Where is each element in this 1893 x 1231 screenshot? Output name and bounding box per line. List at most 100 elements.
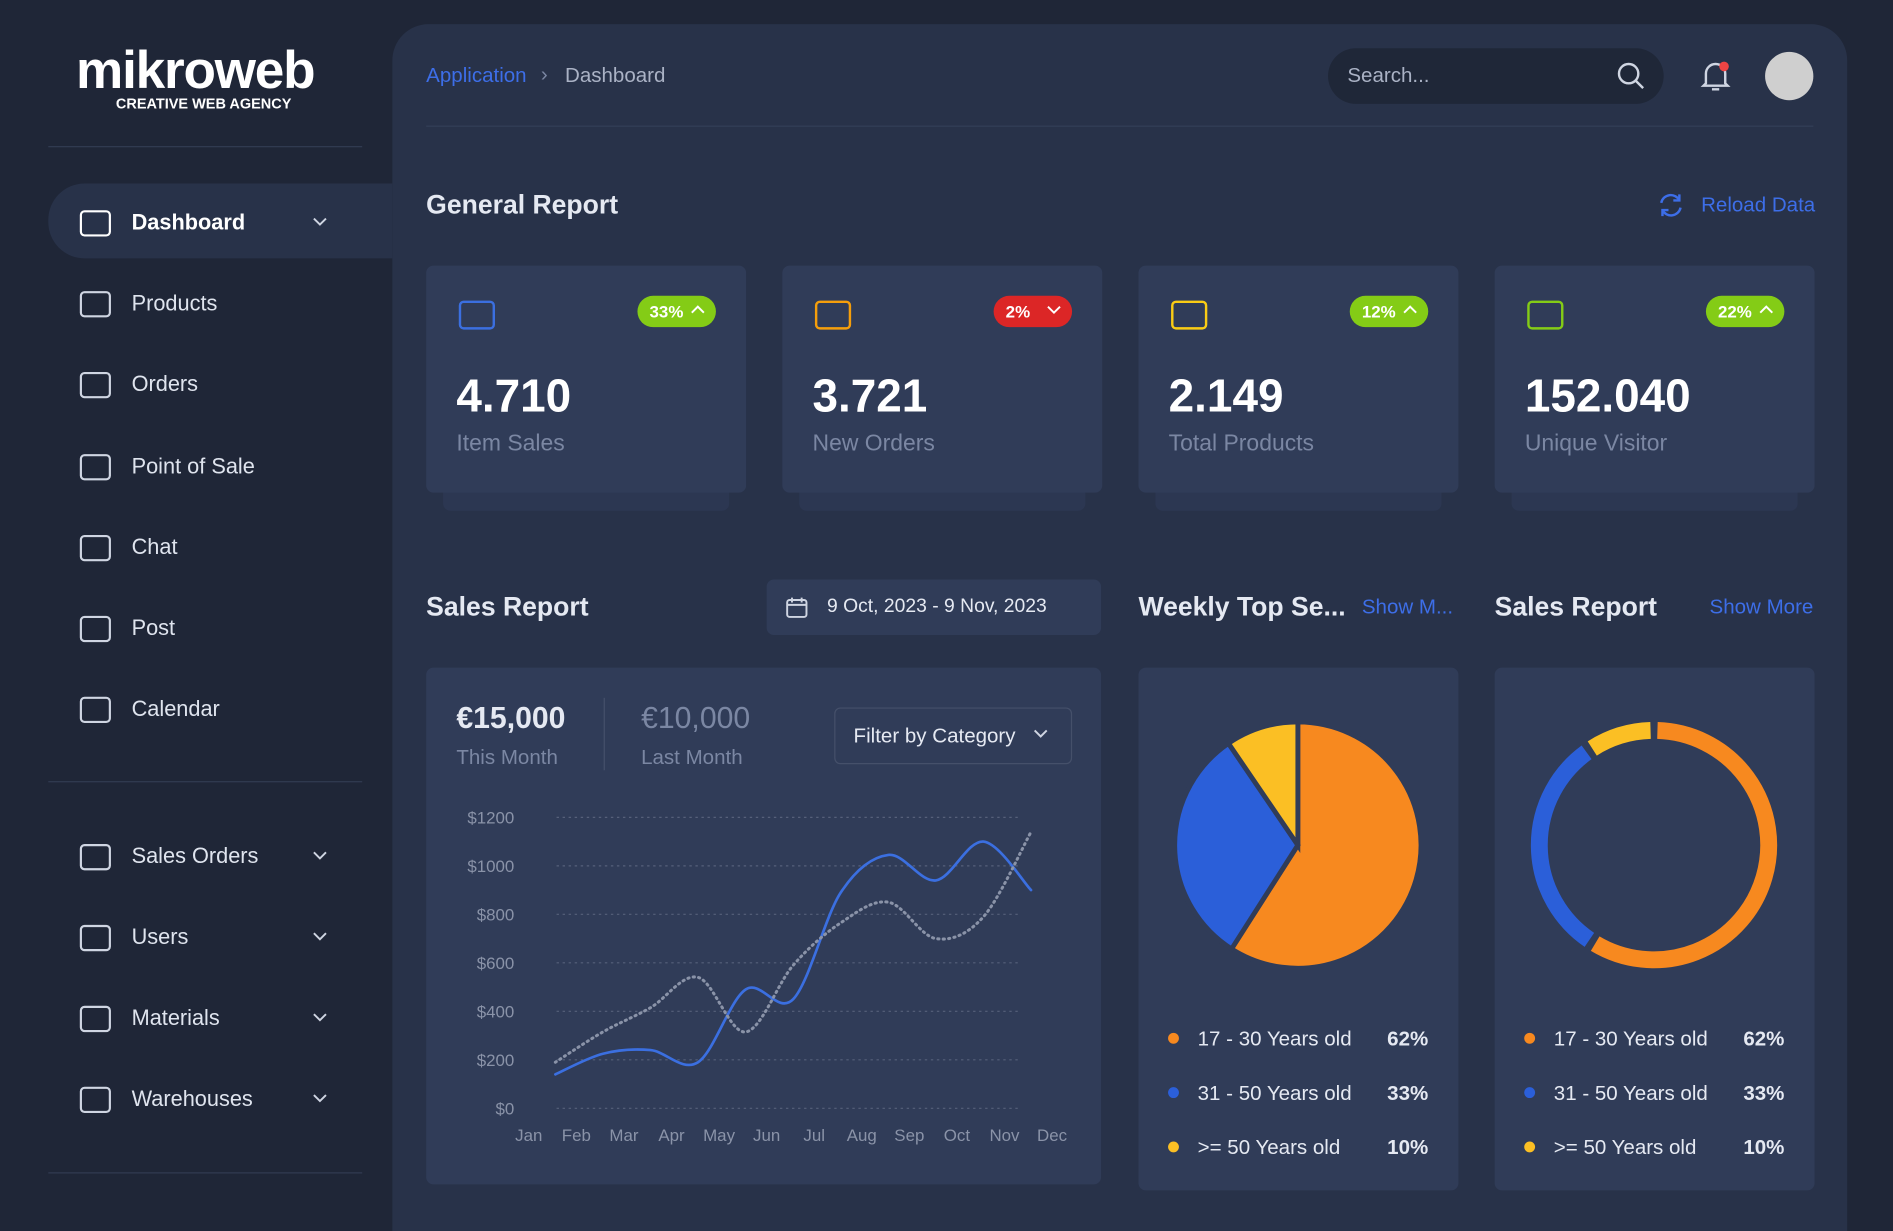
- menu-icon: [79, 534, 111, 562]
- show-more-link[interactable]: Show M...: [1361, 595, 1454, 619]
- search-box[interactable]: [1328, 48, 1664, 104]
- menu-icon: [79, 844, 111, 871]
- donut-segment: [1587, 722, 1652, 756]
- filter-dropdown[interactable]: [834, 707, 1073, 765]
- menu-item[interactable]: Chat: [131, 534, 178, 559]
- menu-item[interactable]: Post: [131, 615, 176, 640]
- stat-value: 2.149: [1168, 371, 1284, 423]
- x-tick-label: Apr: [658, 1126, 685, 1145]
- legend-label: 17 - 30 Years old: [1554, 1028, 1708, 1051]
- y-tick-label: $600: [477, 954, 515, 973]
- stat-value: 152.040: [1524, 371, 1691, 423]
- legend-dot: [1168, 1141, 1179, 1153]
- icon-shape: [79, 534, 111, 562]
- menu-item[interactable]: Sales Orders: [131, 843, 259, 869]
- legend-value: 10%: [1387, 1136, 1428, 1159]
- divider: [48, 1172, 363, 1174]
- stat-value: 3.721: [812, 371, 928, 423]
- legend-label: 17 - 30 Years old: [1198, 1028, 1352, 1051]
- x-tick-label: Oct: [944, 1126, 971, 1145]
- stat-value: 4.710: [456, 371, 572, 423]
- stat-icon: [814, 300, 852, 330]
- avatar[interactable]: [1765, 51, 1814, 101]
- y-tick-label: $1000: [467, 857, 514, 876]
- chevron-path: [313, 1094, 327, 1103]
- notification-icon[interactable]: [1699, 58, 1733, 94]
- chevron-path: [313, 932, 327, 941]
- menu-icon: [79, 1005, 111, 1033]
- change-value: 2%: [1005, 301, 1031, 322]
- change-value: 33%: [649, 301, 684, 322]
- y-tick-label: $200: [477, 1051, 515, 1070]
- arrow-path: [1047, 305, 1061, 315]
- menu-item[interactable]: Materials: [131, 1005, 220, 1030]
- line-chart: $0 $200 $400 $600 $800 $1000 $1200 Jan Feb Mar Apr…: [467, 808, 1067, 1145]
- chevron: [313, 1013, 327, 1022]
- menu-item[interactable]: Orders: [131, 372, 199, 397]
- legend-dot: [1524, 1141, 1536, 1153]
- legend-value: 62%: [1743, 1028, 1784, 1051]
- trend-arrow: [1403, 305, 1417, 314]
- icon-shape: [814, 300, 852, 330]
- chevron: [313, 932, 327, 941]
- legend-label: >= 50 Years old: [1198, 1136, 1341, 1159]
- breadcrumb-current: Dashboard: [565, 63, 666, 87]
- stat-icon: [1171, 300, 1208, 330]
- icon-shape: [79, 924, 111, 952]
- reload-icon[interactable]: [1656, 191, 1685, 220]
- pie-slice: [1228, 719, 1424, 971]
- section-title: General Report: [426, 189, 619, 220]
- menu-item[interactable]: Warehouses: [131, 1086, 253, 1111]
- series-line: [553, 830, 1033, 1064]
- trend-arrow: [691, 305, 705, 314]
- menu-item[interactable]: Dashboard: [131, 210, 246, 235]
- chevron: [313, 217, 327, 226]
- arrow-path: [691, 305, 705, 314]
- active-tab-bg: [48, 183, 393, 259]
- menu-icon: [79, 453, 111, 480]
- stat-label: Unique Visitor: [1524, 431, 1668, 457]
- icon-shape: [1527, 300, 1564, 330]
- menu-icon: [79, 615, 111, 643]
- menu-icon: [79, 291, 111, 318]
- show-more-link[interactable]: Show More: [1709, 595, 1814, 619]
- legend-dot: [1524, 1087, 1536, 1099]
- reload-link[interactable]: Reload Data: [1701, 193, 1816, 217]
- y-tick-label: $400: [477, 1002, 515, 1021]
- chevron-path: [313, 851, 327, 860]
- menu-icon: [79, 372, 111, 399]
- breadcrumb-link[interactable]: Application: [426, 63, 527, 87]
- search-placeholder: Search...: [1347, 63, 1430, 87]
- legend-label: 31 - 50 Years old: [1554, 1082, 1708, 1105]
- trend-arrow: [1047, 305, 1061, 315]
- stat-label: New Orders: [812, 431, 935, 457]
- donut-card: [1494, 667, 1815, 1191]
- filter-label: Filter by Category: [853, 724, 1016, 748]
- section-title: Sales Report: [1494, 591, 1658, 622]
- menu-item[interactable]: Users: [131, 924, 189, 949]
- icon-shape: [79, 291, 111, 318]
- icon-shape: [79, 453, 111, 480]
- pie-slice: [1225, 719, 1301, 853]
- menu-item[interactable]: Products: [131, 291, 218, 316]
- menu-item[interactable]: Point of Sale: [131, 453, 255, 478]
- icon-shape: [79, 696, 111, 724]
- change-value: 22%: [1717, 301, 1752, 322]
- date-picker[interactable]: [766, 579, 1102, 636]
- x-tick-label: Nov: [989, 1126, 1020, 1145]
- menu-icon: [79, 210, 111, 237]
- change-value: 12%: [1361, 301, 1396, 322]
- date-range: 9 Oct, 2023 - 9 Nov, 2023: [827, 596, 1047, 617]
- icon-shape: [79, 615, 111, 643]
- icon-shape: [79, 1086, 111, 1114]
- legend-label: >= 50 Years old: [1554, 1136, 1697, 1159]
- legend-value: 62%: [1387, 1028, 1428, 1051]
- sales-card: [426, 667, 1102, 1185]
- menu-item[interactable]: Calendar: [131, 696, 220, 721]
- legend-dot: [1524, 1032, 1536, 1044]
- last-month-label: Last Month: [641, 746, 743, 770]
- stat-label: Total Products: [1168, 431, 1315, 457]
- search-icon[interactable]: [1615, 60, 1646, 91]
- chevron: [1033, 729, 1048, 738]
